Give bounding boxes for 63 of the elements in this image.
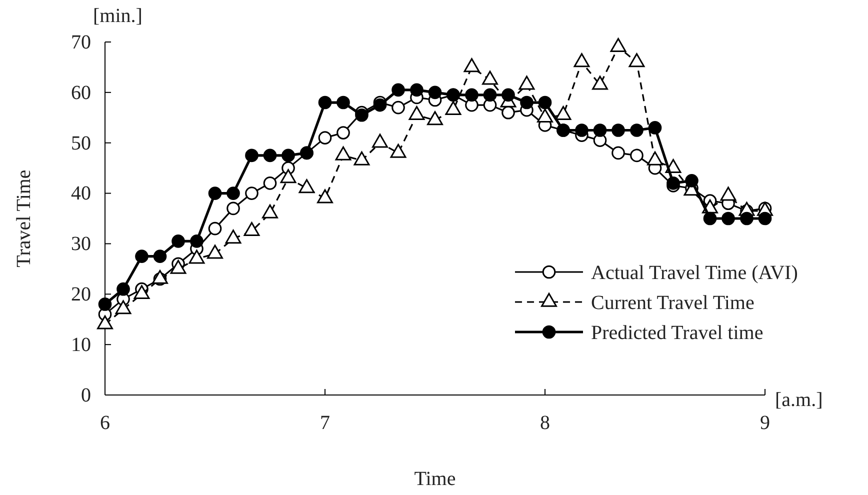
point <box>226 186 240 200</box>
point <box>410 83 424 97</box>
point <box>282 148 295 162</box>
point <box>373 98 387 112</box>
point <box>593 124 607 137</box>
point <box>153 250 167 263</box>
point <box>318 131 332 144</box>
point <box>116 282 130 296</box>
text: [min.] <box>93 5 142 27</box>
point <box>226 202 240 216</box>
point <box>245 186 258 200</box>
y-tick-label: 40 <box>71 182 91 205</box>
point <box>135 250 148 263</box>
point <box>208 186 222 200</box>
point <box>245 148 258 162</box>
x-tick-label: 6 <box>100 412 110 434</box>
point <box>392 83 405 97</box>
point <box>263 176 277 190</box>
point <box>612 124 625 137</box>
point <box>703 212 717 226</box>
point <box>520 96 534 110</box>
legend-label: Actual Travel Time (AVI) <box>591 262 798 284</box>
point <box>392 100 405 114</box>
y-axis-title: Travel Time <box>13 170 35 268</box>
y-tick-label: 50 <box>71 132 91 154</box>
point <box>758 212 772 226</box>
point <box>538 96 552 110</box>
point <box>190 234 204 248</box>
point <box>428 86 442 100</box>
point <box>630 124 644 137</box>
x-tick-label: 9 <box>760 412 770 434</box>
point <box>336 126 350 140</box>
legend-label: Predicted Travel time <box>591 322 764 344</box>
point <box>208 222 222 236</box>
point <box>355 108 368 122</box>
point <box>740 212 754 226</box>
text: [a.m.] <box>775 389 823 411</box>
legend-label: Current Travel Time <box>591 292 754 314</box>
point <box>685 174 698 188</box>
point <box>318 96 332 110</box>
point <box>666 176 680 190</box>
y-tick-label: 60 <box>71 82 91 104</box>
point <box>465 88 478 102</box>
y-tick-label: 70 <box>71 31 91 54</box>
point <box>336 96 350 110</box>
point <box>722 212 735 226</box>
point <box>630 148 644 162</box>
point <box>172 234 185 248</box>
point <box>575 124 588 137</box>
y-tick-label: 30 <box>71 233 91 256</box>
point <box>612 146 625 160</box>
y-tick-label: 0 <box>81 384 91 406</box>
x-tick-label: 8 <box>540 412 550 434</box>
point <box>98 298 112 311</box>
point <box>263 148 277 162</box>
x-axis-title: Time <box>414 468 456 490</box>
y-tick-label: 10 <box>71 334 91 356</box>
point <box>483 88 497 102</box>
point <box>502 106 515 120</box>
point <box>648 121 662 134</box>
y-tick-label: 20 <box>71 284 91 306</box>
point <box>502 88 515 102</box>
x-tick-label: 7 <box>320 412 330 434</box>
